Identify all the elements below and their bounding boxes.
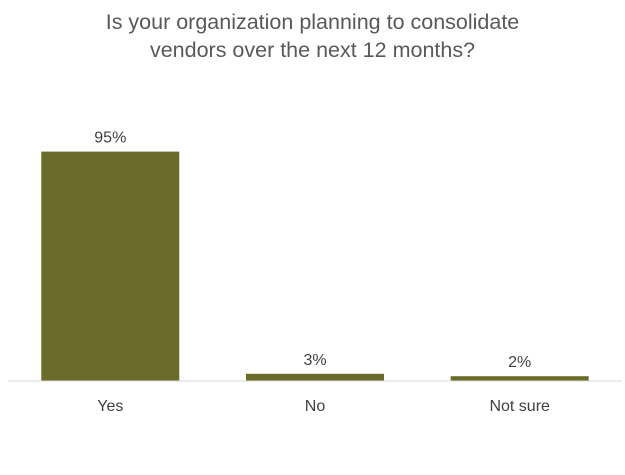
data-label: 95%: [94, 130, 126, 147]
x-tick-label: No: [305, 398, 326, 415]
bars-layer: [41, 151, 589, 381]
bar-not-sure: [450, 376, 589, 381]
bar-yes: [41, 151, 180, 381]
data-label: 3%: [303, 352, 326, 369]
data-label: 2%: [508, 354, 531, 371]
x-tick-label: Not sure: [489, 398, 550, 415]
bar-no: [246, 373, 384, 381]
ticks-layer: Yes No Not sure: [97, 398, 550, 415]
labels-layer: 95% 3% 2%: [94, 130, 531, 372]
chart-title: Is your organization planning to consoli…: [0, 8, 625, 64]
chart-title-line-1: Is your organization planning to consoli…: [105, 10, 520, 34]
x-tick-label: Yes: [97, 398, 123, 415]
chart-title-line-2: vendors over the next 12 months?: [149, 38, 476, 62]
